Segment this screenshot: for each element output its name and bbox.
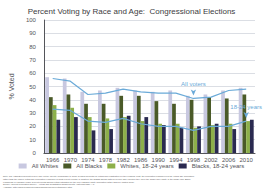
- svg-text:2002: 2002: [204, 157, 218, 163]
- svg-text:1986: 1986: [134, 157, 148, 163]
- svg-text:1974: 1974: [81, 157, 95, 163]
- svg-text:1998: 1998: [186, 157, 201, 163]
- svg-text:Available: http://www.census.g: Available: http://www.census.gov/hhes/ww…: [3, 186, 73, 188]
- svg-text:Whites, 18-24 years: Whites, 18-24 years: [120, 163, 173, 169]
- svg-text:1966: 1966: [46, 157, 60, 163]
- svg-text:1990: 1990: [151, 157, 165, 163]
- svg-text:regardless of Hispanic origin.: regardless of Hispanic origin. Recent re…: [3, 180, 135, 183]
- svg-text:All voters: All voters: [181, 81, 206, 87]
- svg-text:rather than the citizen voting: rather than the citizen voting age popul…: [3, 177, 191, 181]
- svg-text:40: 40: [29, 97, 36, 103]
- svg-text:2010: 2010: [239, 157, 253, 163]
- svg-text:100: 100: [26, 17, 37, 23]
- svg-text:1978: 1978: [98, 157, 113, 163]
- svg-text:Blacks, 18-24 years: Blacks, 18-24 years: [192, 163, 245, 169]
- svg-text:2006: 2006: [221, 157, 236, 163]
- svg-text:70: 70: [29, 57, 36, 63]
- svg-text:18-24 years: 18-24 years: [230, 104, 262, 110]
- svg-text:20: 20: [29, 123, 36, 129]
- svg-text:1982: 1982: [116, 157, 130, 163]
- svg-text:Note: The estimates presented: Note: The estimates presented here may n…: [3, 174, 195, 178]
- svg-text:60: 60: [29, 70, 36, 76]
- svg-text:All Blacks: All Blacks: [76, 163, 102, 169]
- svg-text:30: 30: [29, 110, 36, 116]
- svg-text:All Whites: All Whites: [32, 163, 59, 169]
- svg-text:10: 10: [29, 137, 36, 143]
- svg-text:90: 90: [29, 30, 36, 36]
- svg-text:80: 80: [29, 44, 36, 50]
- svg-text:1994: 1994: [169, 157, 183, 163]
- svg-text:50: 50: [29, 84, 36, 90]
- svg-text:0: 0: [33, 150, 37, 156]
- svg-text:Source: Current Population Sur: Source: Current Population Survey - Voti…: [3, 183, 95, 186]
- svg-text:Percent Voting by Race and Age: Percent Voting by Race and Age: Congress…: [28, 7, 236, 16]
- svg-text:1970: 1970: [63, 157, 77, 163]
- svg-text:% Voted: % Voted: [8, 73, 15, 99]
